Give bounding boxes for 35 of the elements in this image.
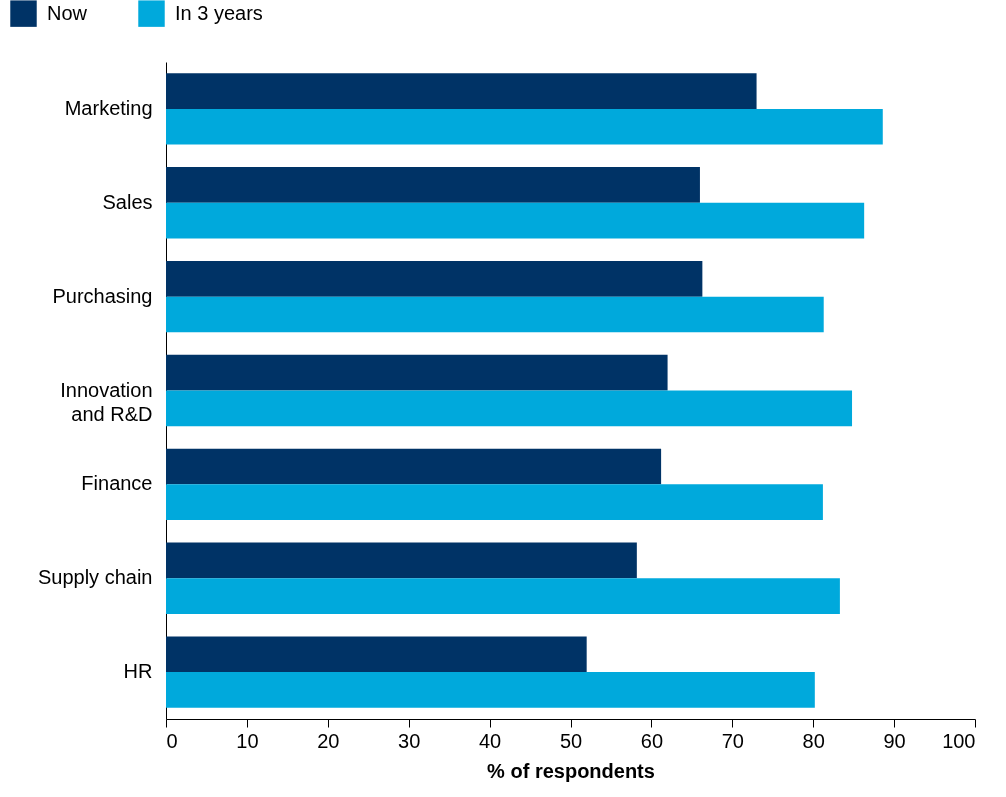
bar (166, 448, 662, 485)
x-tick-label: 70 (721, 729, 744, 752)
y-tick-label: Sales (102, 190, 153, 213)
y-tick-label: HR (123, 660, 153, 683)
x-tick-label: 90 (883, 729, 906, 752)
y-tick-label: Purchasing (52, 284, 153, 307)
bar (166, 354, 668, 391)
y-tick-label: Marketing (64, 96, 153, 119)
bar (166, 578, 840, 614)
x-tick-label: 100 (942, 729, 976, 752)
bar (166, 260, 703, 297)
x-tick-label: 50 (559, 729, 583, 752)
bar (166, 296, 824, 333)
bar (166, 672, 815, 708)
legend-label: Now (47, 1, 88, 24)
x-tick-label: 30 (398, 729, 421, 752)
bar (166, 484, 823, 521)
bar (166, 542, 637, 579)
legend-label: In 3 years (175, 1, 263, 24)
bar (166, 636, 587, 673)
x-tick-label: 0 (166, 729, 178, 752)
x-tick-label: 80 (802, 729, 825, 752)
x-axis-title: % of respondents (487, 759, 655, 782)
bar (166, 73, 757, 109)
bar (166, 167, 700, 203)
x-tick-label: 60 (640, 729, 664, 752)
x-tick-label: 10 (236, 729, 259, 752)
bar (166, 202, 865, 239)
bar (166, 108, 883, 145)
y-tick-label: Innovation and R&D (60, 378, 153, 425)
x-tick-label: 40 (478, 729, 502, 752)
x-tick-label: 20 (317, 729, 340, 752)
y-tick-label: Supply chain (37, 566, 153, 589)
y-tick-label: Finance (81, 472, 153, 495)
bar (166, 390, 853, 427)
